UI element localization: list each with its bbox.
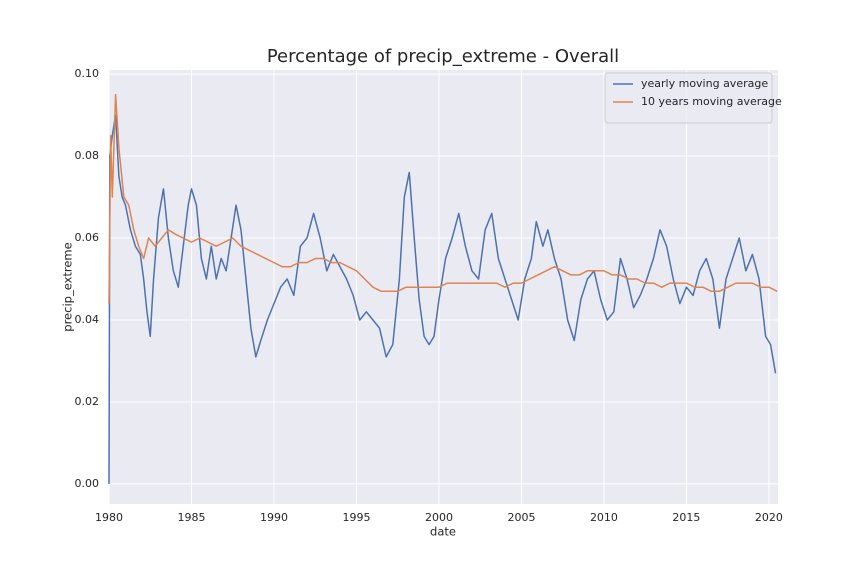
y-tick-label: 0.06 (75, 231, 100, 244)
x-tick-label: 1990 (260, 511, 288, 524)
chart-title: Percentage of precip_extreme - Overall (267, 46, 619, 67)
line-series (108, 114, 777, 484)
x-axis-label: date (430, 525, 456, 539)
y-tick-label: 0.00 (75, 477, 100, 490)
x-tick-label: 1995 (342, 511, 370, 524)
y-tick-label: 0.04 (75, 313, 100, 326)
plot-background (109, 70, 778, 504)
legend-label: yearly moving average (641, 77, 768, 90)
x-tick-label: 2020 (755, 511, 783, 524)
x-tick-label: 2000 (425, 511, 453, 524)
x-tick-label: 2010 (590, 511, 618, 524)
x-tick-label: 2005 (507, 511, 535, 524)
x-tick-label: 2015 (672, 511, 700, 524)
y-tick-label: 0.08 (75, 149, 100, 162)
legend: yearly moving average 10 years moving ave… (604, 72, 782, 124)
line-series (108, 93, 778, 304)
x-tick-label: 1980 (95, 511, 123, 524)
y-axis-label: precip_extreme (61, 242, 75, 331)
x-tick-label: 1985 (177, 511, 205, 524)
y-tick-label: 0.10 (75, 67, 100, 80)
legend-label: 10 years moving average (641, 95, 782, 108)
legend-box (604, 72, 773, 124)
y-tick-label: 0.02 (75, 395, 100, 408)
